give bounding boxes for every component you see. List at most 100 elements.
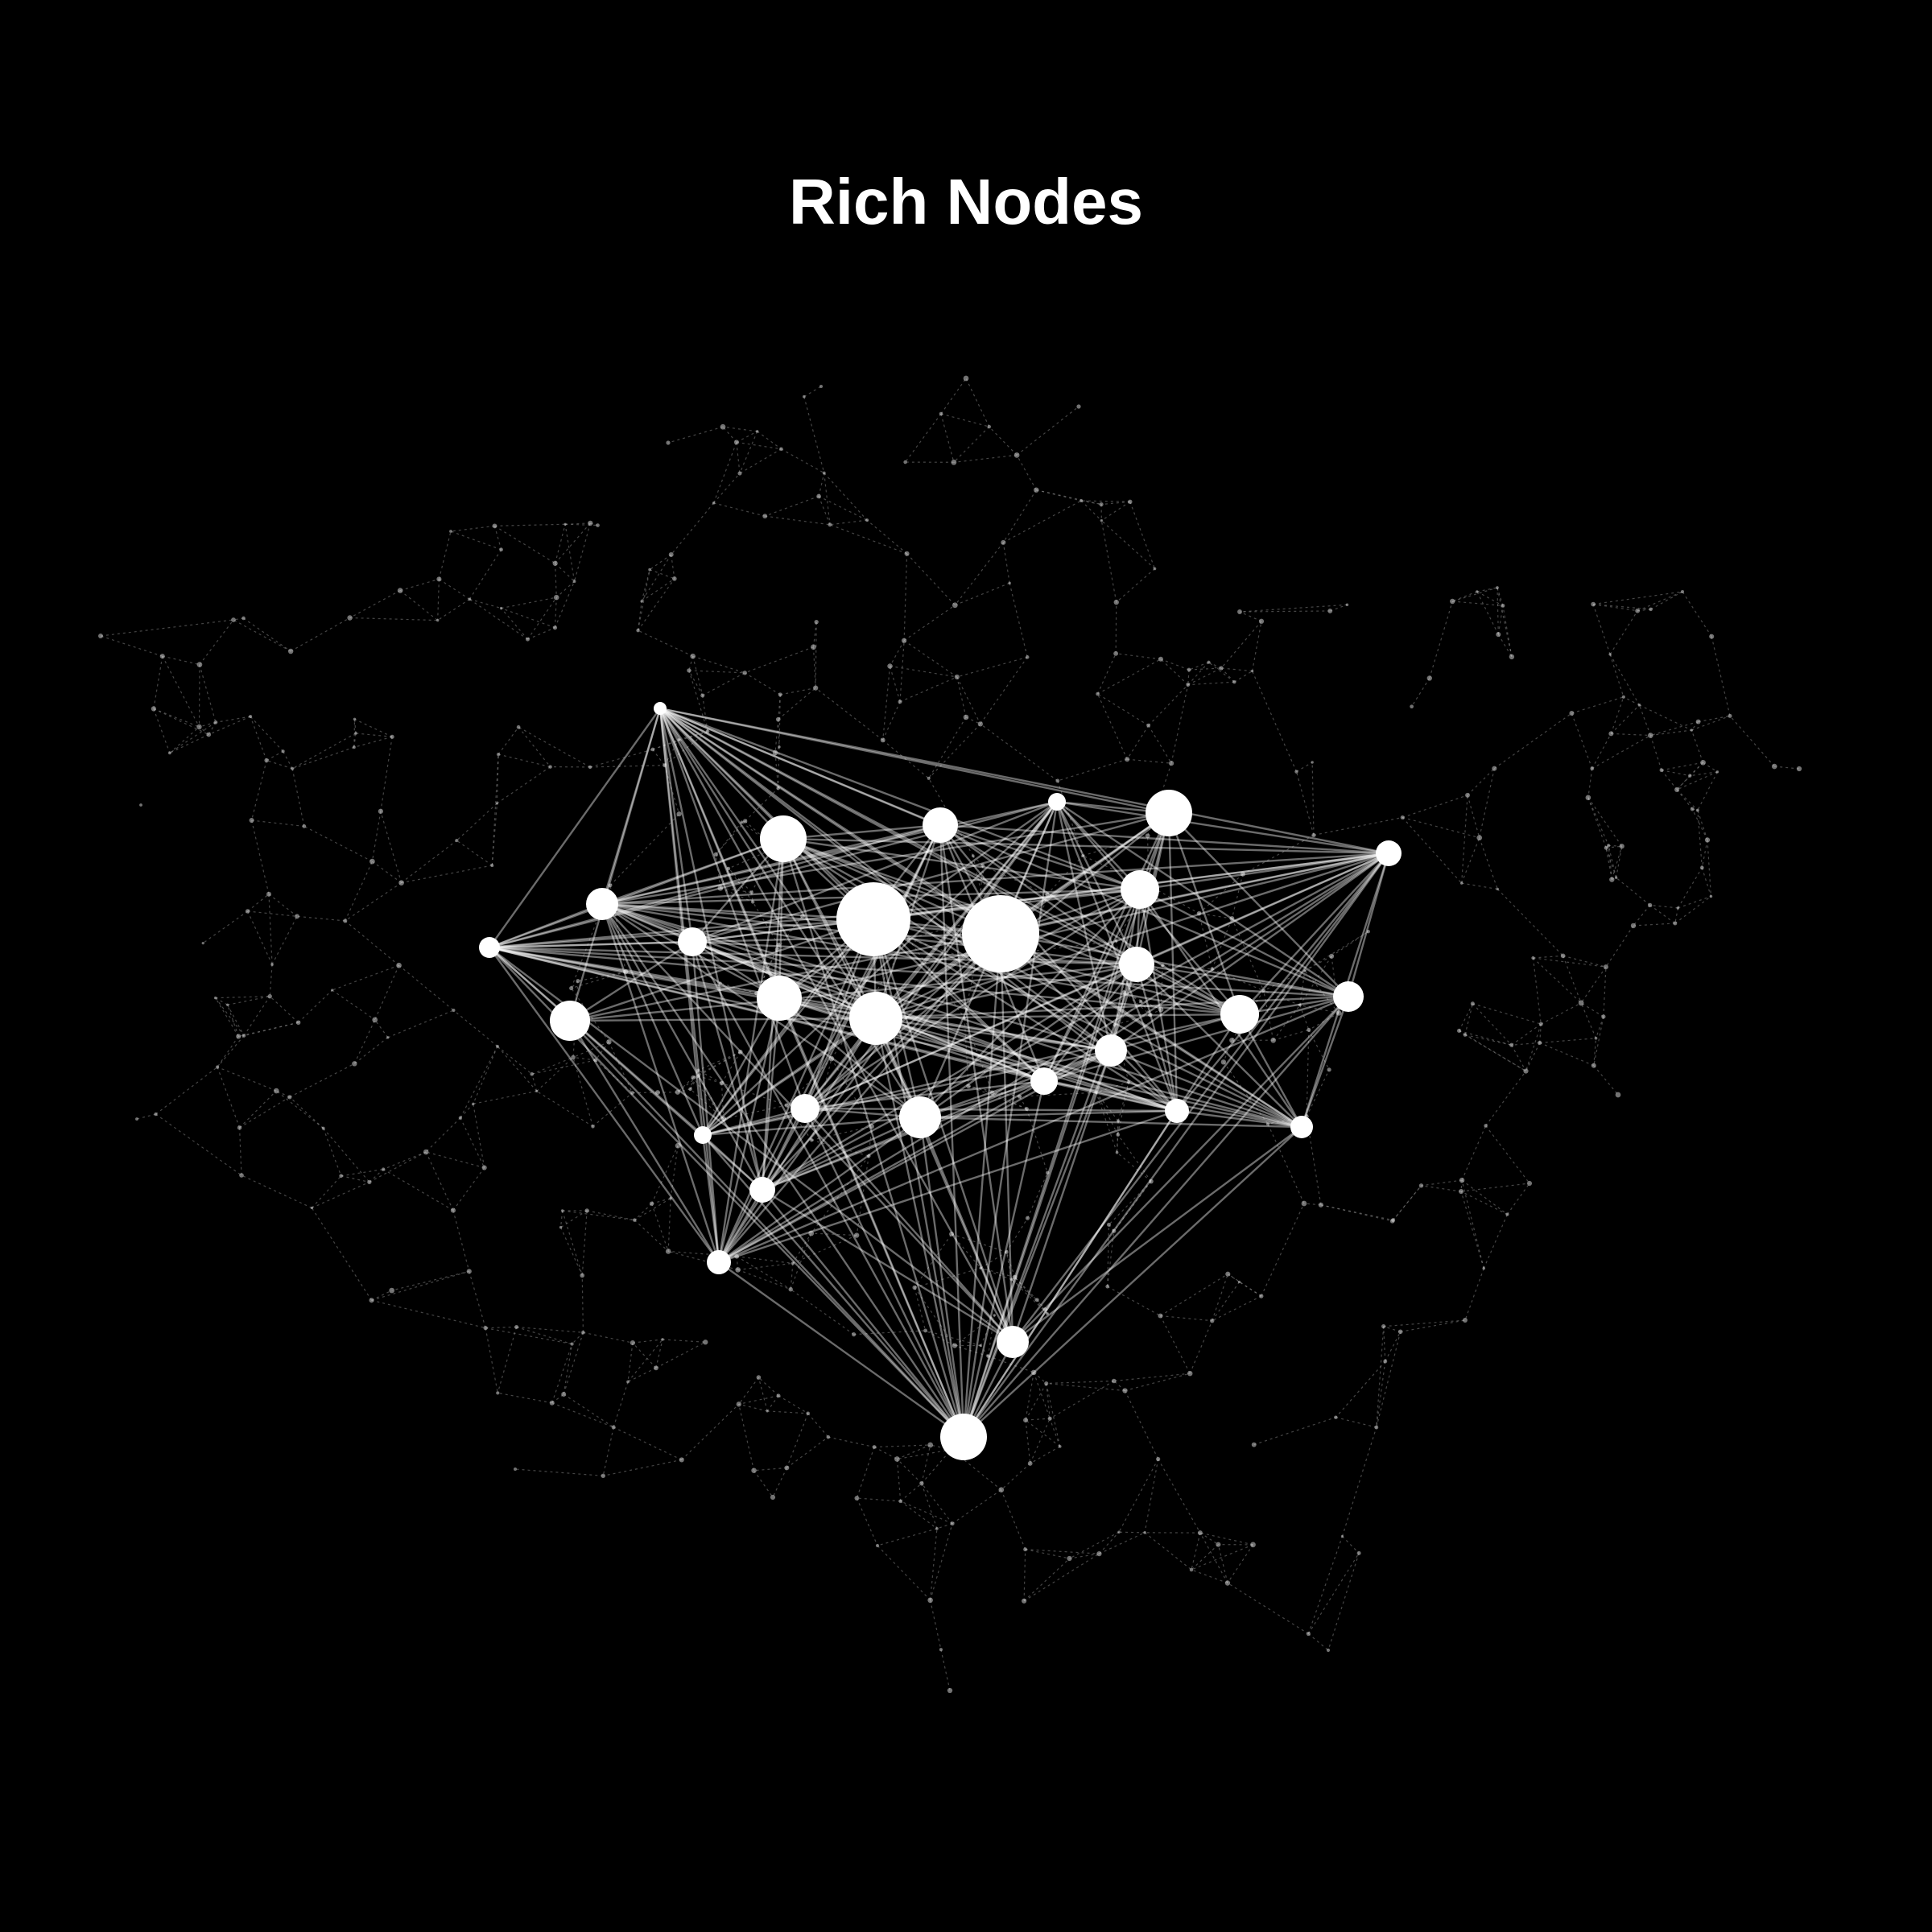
background-edge [1571,712,1593,769]
rich-edge [601,800,1058,906]
background-edge [954,1315,995,1347]
background-edge [856,1447,875,1499]
rich-node [757,976,802,1021]
background-edge [914,1287,956,1346]
rich-node [479,937,500,958]
background-edge [1208,662,1235,683]
background-edge [1220,667,1253,672]
rich-edge [919,1116,1302,1129]
background-edge [526,597,557,640]
background-edge [1606,845,1622,848]
background-node [213,996,217,1000]
background-edge [608,1042,634,1093]
background-node [1027,1461,1033,1466]
rich-edge [658,708,720,1263]
rich-edge [875,1017,1045,1083]
background-node [196,662,203,667]
background-node [226,1003,229,1006]
background-node [596,523,600,527]
rich-edge [1011,1050,1113,1343]
rich-edge [659,708,1178,1112]
background-node [1383,1359,1388,1364]
background-edge [772,1468,787,1498]
background-node [588,520,593,526]
background-node [601,1473,605,1479]
rich-edge [875,1017,1302,1129]
rich-edge [658,708,704,1136]
rich-edge [568,1020,720,1263]
background-edge [382,1151,427,1170]
background-node [1122,1388,1128,1393]
background-edge [737,1256,793,1264]
background-edge [1525,1023,1542,1071]
background-node [1042,1307,1047,1312]
background-node [1335,1010,1342,1016]
background-edge [930,1444,952,1451]
background-node [1366,930,1370,934]
background-edge [737,1269,791,1290]
background-edge [1212,1274,1228,1321]
background-edge [1123,992,1162,1010]
background-edge [1511,1044,1527,1071]
background-node [1096,691,1100,696]
background-edge [162,655,200,728]
background-edge [1472,1003,1542,1025]
background-edge [269,996,299,1023]
rich-node [1030,1067,1058,1095]
background-node [1301,1200,1307,1207]
background-edge [1649,904,1678,909]
background-edge [439,578,470,600]
background-edge [1593,591,1683,605]
background-edge [227,996,270,1005]
background-edge [1464,1003,1473,1035]
rich-edge [762,963,1137,1191]
background-node [1695,808,1699,812]
background-edge [1506,1183,1530,1215]
rich-node [749,1177,775,1203]
background-node [1637,704,1641,707]
background-node [1496,632,1501,638]
rich-node [1290,1116,1313,1138]
background-edge [951,1233,981,1269]
background-edge [818,473,825,497]
background-edge [1707,840,1712,897]
background-node [1327,609,1333,613]
rich-node [1220,995,1259,1034]
background-edge [425,1117,461,1153]
background-edge [1307,1553,1360,1634]
background-edge [551,1344,573,1403]
background-edge [936,1523,953,1530]
background-node [1116,1133,1121,1137]
background-node [810,1138,814,1142]
rich-edge [1000,932,1302,1129]
background-edge [928,716,967,779]
background-node [1482,1266,1486,1270]
background-edge [247,894,270,912]
background-node [343,919,348,923]
background-edge [1220,667,1235,683]
background-edge [1392,1185,1422,1222]
rich-edge [1136,963,1349,998]
background-edge [1160,1315,1212,1322]
background-edge [1097,693,1149,726]
background-edge [811,1058,832,1141]
background-edge [811,1155,869,1234]
background-edge [702,695,708,732]
background-edge [250,716,267,761]
background-edge [155,1067,218,1115]
background-edge [1033,1372,1051,1419]
background-node [1603,964,1608,970]
rich-edge [962,1013,1241,1438]
rich-edge [489,946,1241,1016]
background-edge [341,1175,369,1183]
background-edge [565,522,591,525]
background-node [762,514,768,519]
background-edge [739,448,782,474]
rich-node [1376,840,1402,866]
background-edge [1461,837,1480,884]
background-edge [353,733,357,748]
background-node [986,1354,990,1358]
background-node [1345,603,1349,607]
rich-edge [804,963,1137,1110]
background-edge [572,980,579,1058]
